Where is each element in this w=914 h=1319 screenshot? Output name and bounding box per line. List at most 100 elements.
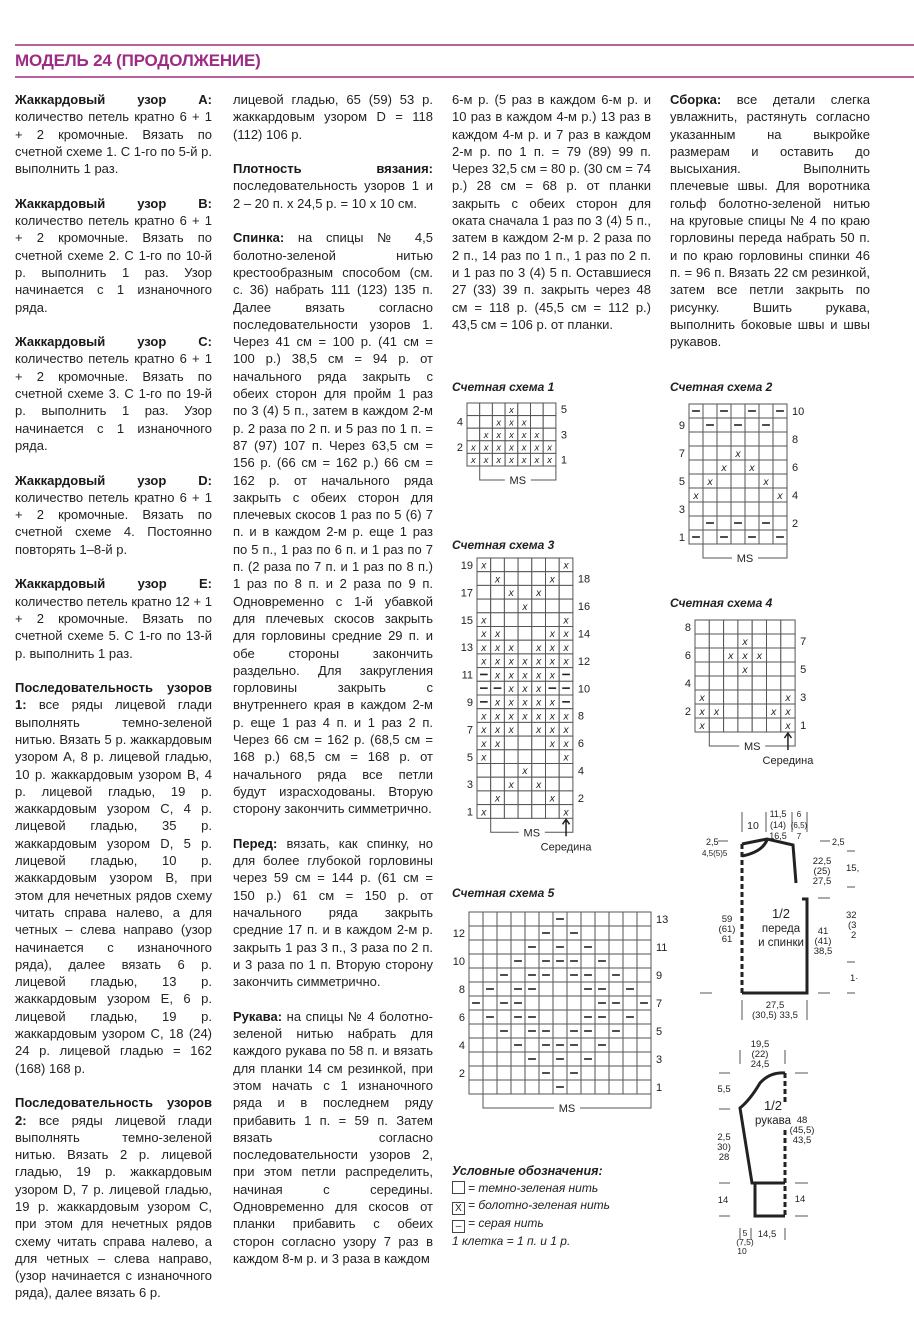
chart-cell — [510, 995, 526, 1011]
chart-cell — [702, 445, 718, 461]
chart-cell — [490, 749, 505, 764]
chart-cell — [594, 1051, 610, 1067]
sleeve-length-label: 43,5 — [793, 1135, 812, 1146]
chart-cell — [468, 1023, 484, 1039]
swamp-green-stitch-mark: x — [720, 462, 727, 474]
chart-cell — [636, 1079, 652, 1095]
chart-cell — [466, 402, 481, 417]
chart-cell — [510, 1037, 526, 1053]
legend-title: Условные обозначения: — [452, 1164, 603, 1178]
swamp-green-stitch-mark: x — [494, 574, 501, 585]
chart-cell — [566, 1065, 582, 1081]
chart-cell — [479, 440, 493, 454]
chart-cell — [510, 1023, 526, 1039]
chart-cell — [608, 995, 624, 1011]
chart-cell — [580, 911, 596, 927]
chart-cell — [524, 939, 540, 955]
chart-cell — [517, 790, 533, 806]
swamp-green-stitch-mark: x — [495, 430, 501, 441]
chart-cell — [517, 749, 533, 764]
swamp-green-stitch-mark: x — [562, 657, 569, 668]
chart-cell — [730, 459, 746, 475]
chart-cell — [510, 1065, 526, 1081]
swamp-green-stitch-mark: x — [480, 752, 487, 763]
chart-cell — [716, 445, 732, 461]
paragraph: Жаккардовый узор D: количество петель кр… — [15, 472, 212, 558]
chart-cell — [558, 571, 574, 586]
row-number-label: 2 — [457, 442, 463, 454]
chart-cell — [622, 1037, 638, 1053]
paragraph-heading: Жаккардовый узор Е: — [15, 576, 212, 592]
repeat-label: MS — [737, 553, 754, 565]
chart-cell — [780, 717, 796, 733]
chart-cell — [524, 925, 540, 941]
chart-cell — [772, 529, 788, 545]
body-piece-label: и спинки — [758, 937, 804, 949]
swamp-green-stitch-mark: x — [762, 476, 769, 488]
chart-cell — [503, 721, 519, 737]
chart-cell — [772, 417, 788, 433]
chart-cell — [580, 1051, 596, 1067]
cropped-label: 32 — [846, 910, 857, 921]
chart-cell — [730, 487, 746, 503]
row-number-label: 1 — [561, 454, 567, 466]
chart-cell — [482, 911, 498, 927]
chart-cell — [531, 680, 546, 696]
chart-cell — [580, 967, 596, 983]
chart-cell — [545, 584, 560, 600]
chart-cell — [468, 911, 484, 927]
chart-cell — [476, 790, 492, 806]
chart-cell — [517, 612, 533, 627]
chart-cell — [531, 694, 546, 710]
swamp-green-stitch-mark: x — [521, 711, 528, 722]
chart-cell — [490, 653, 505, 669]
chart-cell — [531, 639, 546, 655]
swamp-green-stitch-mark: x — [535, 588, 542, 599]
chart-cell — [530, 415, 544, 429]
chart-cell — [702, 501, 718, 517]
swamp-green-stitch-mark: x — [494, 794, 501, 805]
row-number-label: 1 — [467, 807, 473, 819]
text-column-4: Сборка: все детали слегка увлажнить, рас… — [670, 91, 870, 368]
swamp-green-stitch-mark: x — [494, 711, 501, 722]
chart-cell — [538, 1079, 554, 1095]
swamp-green-stitch-mark: x — [776, 490, 783, 502]
paragraph-heading: Спинка: — [233, 230, 285, 246]
chart-cell — [622, 1051, 638, 1067]
header-rule-top — [15, 44, 914, 46]
row-number-label: 5 — [561, 404, 567, 416]
chart-cell — [517, 694, 533, 710]
chart-cell — [524, 1023, 540, 1039]
chart-cell — [479, 402, 493, 417]
chart-cell — [496, 981, 512, 997]
chart-cell — [636, 925, 652, 941]
row-number-label: 19 — [461, 560, 473, 572]
paragraph-text: количество петель кратно 6 + 1 + 2 кромо… — [15, 489, 212, 557]
center-arrow-icon — [561, 817, 571, 837]
chart-cell — [780, 647, 796, 663]
repeat-label: MS — [510, 475, 527, 487]
chart-cell — [476, 557, 492, 573]
chart-cell — [737, 703, 753, 719]
paragraph-text: количество петель кратно 6 + 1 + 2 кромо… — [15, 213, 212, 315]
chart-cell — [545, 626, 560, 641]
swamp-green-stitch-mark: x — [494, 657, 501, 668]
chart-cell — [566, 1023, 582, 1039]
chart-cell — [772, 445, 788, 461]
shoulder-label: (14) — [770, 820, 786, 830]
chart-cell — [468, 995, 484, 1011]
chart-cell — [545, 612, 560, 627]
x-cell-icon: X — [452, 1202, 465, 1215]
swamp-green-stitch-mark: x — [495, 443, 501, 454]
swamp-green-stitch-mark: x — [508, 657, 515, 668]
paragraph-text: вязать, как спинку, но для более глубоко… — [233, 835, 433, 990]
chart-cell — [482, 1009, 498, 1025]
row-number-label: 16 — [578, 601, 590, 613]
chart-cell — [468, 1065, 484, 1081]
chart-cell — [490, 721, 505, 737]
row-number-label: 4 — [685, 678, 691, 690]
paragraph-text: все ряды лицевой глади выполнять темно-з… — [15, 697, 212, 1076]
paragraph: Жаккардовый узор В: количество петель кр… — [15, 195, 212, 316]
chart-cell — [542, 415, 557, 429]
chart-cell — [466, 440, 481, 454]
